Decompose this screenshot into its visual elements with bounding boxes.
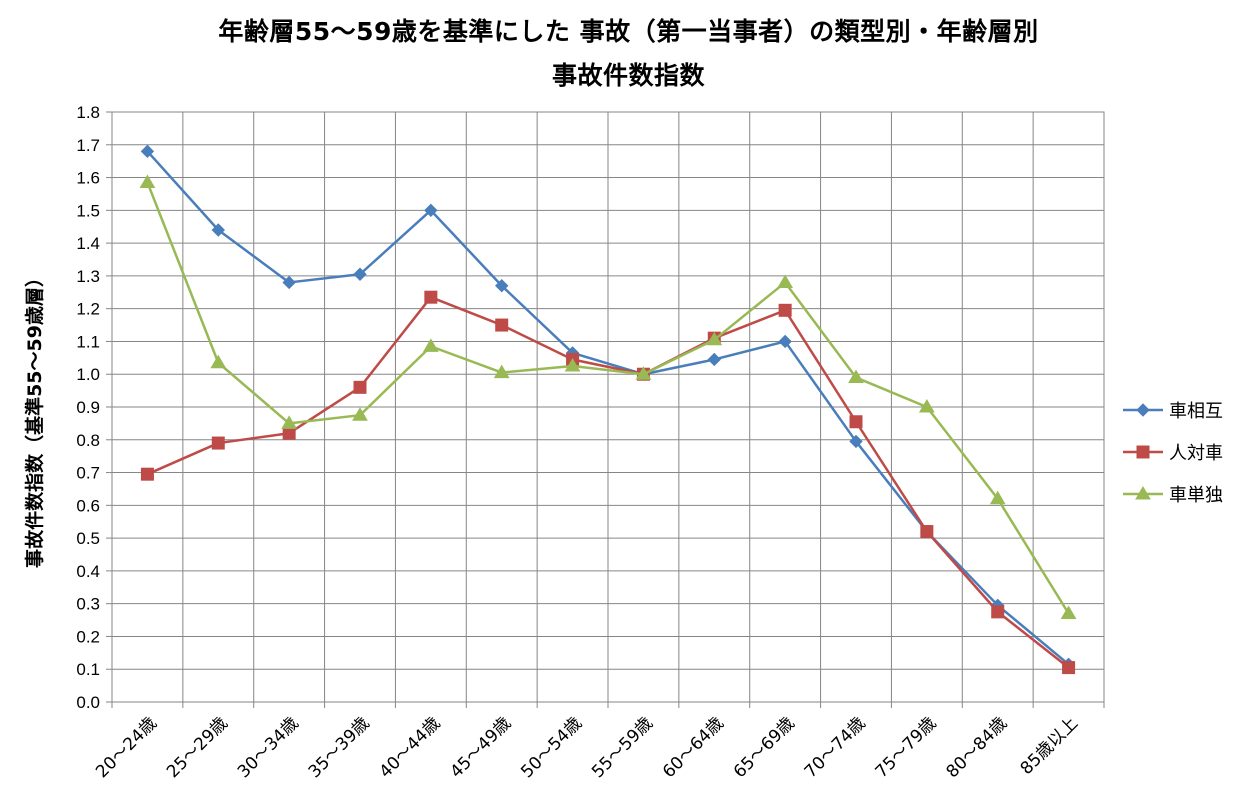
data-point xyxy=(424,203,438,218)
data-point xyxy=(211,436,225,450)
legend-item: 車相互 xyxy=(1123,401,1223,422)
x-tick-label: 45～49歳 xyxy=(446,713,515,782)
y-tick-label: 0.2 xyxy=(76,627,100,646)
legend-label: 車単独 xyxy=(1169,485,1223,506)
data-point xyxy=(493,364,510,379)
data-point xyxy=(1062,661,1076,675)
x-tick-label: 70～74歳 xyxy=(801,713,870,782)
legend-label: 車相互 xyxy=(1169,401,1223,422)
y-tick-label: 0.5 xyxy=(76,529,100,548)
data-point xyxy=(991,605,1005,619)
data-point xyxy=(352,407,368,421)
legend-marker xyxy=(1136,445,1150,459)
data-point xyxy=(778,334,792,349)
x-tick-label: 35～39歳 xyxy=(305,713,374,782)
x-tick-label: 20～24歳 xyxy=(92,713,161,782)
data-point xyxy=(777,274,794,288)
series-line xyxy=(146,150,1070,666)
y-tick-label: 0.8 xyxy=(76,431,100,450)
data-point xyxy=(849,415,863,429)
y-axis-label: 事故件数指数（基準55～59歳層） xyxy=(23,268,46,568)
y-tick-label: 0.0 xyxy=(76,693,100,712)
x-tick-label: 50～54歳 xyxy=(517,713,586,782)
data-point xyxy=(495,279,509,293)
data-point xyxy=(422,338,439,352)
data-point xyxy=(210,354,227,369)
data-point xyxy=(282,426,296,440)
y-tick-label: 0.9 xyxy=(76,398,100,417)
y-tick-label: 0.1 xyxy=(76,660,100,679)
y-tick-label: 1.4 xyxy=(76,234,100,253)
y-tick-label: 1.5 xyxy=(76,201,100,220)
y-tick-label: 1.7 xyxy=(76,136,100,155)
data-point xyxy=(989,490,1006,505)
y-tick-label: 1.3 xyxy=(76,267,100,286)
x-tick-label: 85歳以上 xyxy=(1017,713,1083,779)
data-point xyxy=(918,399,935,413)
legend-marker xyxy=(1135,486,1151,500)
data-point xyxy=(353,380,367,394)
y-tick-label: 1.1 xyxy=(76,332,100,351)
data-point xyxy=(211,223,225,237)
legend-item: 人対車 xyxy=(1123,443,1223,464)
data-point xyxy=(424,290,438,304)
x-axis-ticks: 20～24歳 25～29歳 30～34歳 35～39歳 40～44歳 45～49歳 50～5… xyxy=(92,713,1082,782)
data-point xyxy=(140,467,154,481)
y-tick-label: 0.3 xyxy=(76,595,100,614)
y-tick-label: 1.6 xyxy=(76,169,100,188)
data-point xyxy=(707,352,721,367)
data-point xyxy=(1060,605,1077,619)
chart-title-line1: 年齢層55～59歳を基準にした 事故（第一当事者）の類型別・年齢層別 xyxy=(218,17,1039,46)
x-tick-label: 25～29歳 xyxy=(163,713,232,782)
x-tick-label: 60～64歳 xyxy=(659,713,728,782)
x-tick-label: 80～84歳 xyxy=(942,713,1011,782)
data-point xyxy=(848,369,864,383)
data-point xyxy=(706,331,723,346)
gridlines xyxy=(106,111,1105,708)
chart-title-line2: 事故件数指数 xyxy=(551,61,705,90)
data-point xyxy=(140,144,155,159)
x-tick-label: 65～69歳 xyxy=(730,713,799,782)
legend-marker xyxy=(1136,403,1150,417)
x-tick-label: 75～79歳 xyxy=(872,713,941,782)
y-tick-label: 1.2 xyxy=(76,300,100,319)
data-point xyxy=(495,318,509,332)
y-tick-label: 0.7 xyxy=(76,464,100,483)
data-point xyxy=(920,525,934,539)
y-tick-label: 0.6 xyxy=(76,496,100,515)
legend-label: 人対車 xyxy=(1169,443,1223,464)
data-point xyxy=(635,366,652,380)
series-group xyxy=(139,144,1077,675)
y-axis-ticks: 0.0 0.1 0.2 0.3 0.4 0.5 0.6 0.7 0.8 0.9 1.0 1.1 1.2 1… xyxy=(76,103,100,712)
x-tick-label: 40～44歳 xyxy=(376,713,445,782)
data-point xyxy=(849,434,863,449)
y-tick-label: 0.4 xyxy=(76,562,100,581)
x-tick-label: 30～34歳 xyxy=(234,713,303,782)
data-point xyxy=(778,303,792,317)
series-line xyxy=(146,182,1070,615)
data-point xyxy=(139,174,156,188)
series-line xyxy=(146,295,1070,669)
y-tick-label: 1.0 xyxy=(76,365,100,384)
series-3 xyxy=(139,174,1077,619)
legend-item: 車単独 xyxy=(1123,485,1223,506)
data-point xyxy=(281,415,298,429)
data-point xyxy=(353,267,367,281)
x-tick-label: 55～59歳 xyxy=(588,713,657,782)
data-point xyxy=(282,275,296,290)
data-point xyxy=(564,358,581,372)
y-tick-label: 1.8 xyxy=(76,103,100,122)
